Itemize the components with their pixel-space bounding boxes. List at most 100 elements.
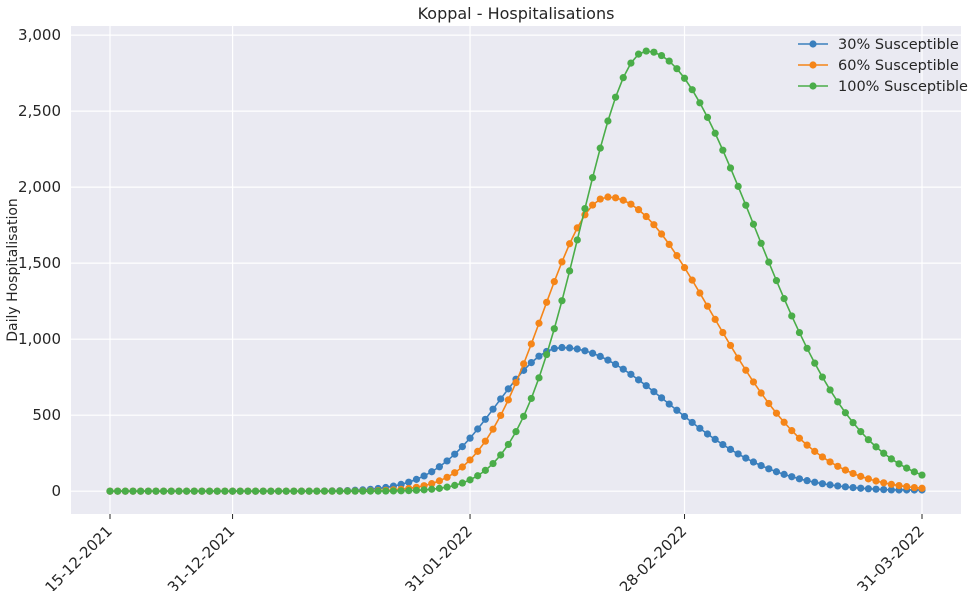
y-tick-label: 2,000 [18, 178, 61, 196]
data-point [872, 443, 880, 451]
data-point [642, 47, 650, 55]
data-point [474, 447, 482, 455]
data-point [834, 482, 842, 490]
legend-marker [809, 82, 817, 90]
data-point [397, 487, 405, 495]
data-point [543, 298, 551, 306]
data-point [428, 468, 436, 476]
data-point [611, 360, 620, 369]
data-point [535, 319, 543, 327]
data-point [703, 430, 712, 438]
data-point [627, 370, 635, 378]
data-point [558, 258, 566, 266]
data-point [665, 57, 673, 65]
data-point [864, 485, 872, 493]
series-100-susceptible [106, 47, 926, 495]
data-point [742, 454, 750, 462]
grid-lines [71, 26, 961, 514]
data-point [872, 485, 880, 493]
data-point [818, 480, 827, 488]
data-point [290, 487, 298, 495]
data-point [489, 425, 497, 433]
data-point [236, 487, 244, 495]
data-point [634, 206, 643, 214]
data-point [458, 442, 466, 451]
data-point [910, 483, 918, 492]
legend-label: 60% Susceptible [838, 58, 959, 74]
y-tick-label: 1,000 [18, 330, 61, 348]
data-point [550, 344, 558, 353]
data-point [849, 469, 857, 478]
data-point [742, 366, 750, 374]
data-point [910, 468, 918, 476]
data-point [803, 477, 811, 485]
data-point [443, 457, 451, 465]
data-point [259, 487, 267, 495]
data-point [451, 450, 459, 458]
legend-item: 30% Susceptible [798, 37, 959, 53]
data-point [282, 487, 290, 495]
data-point [543, 350, 551, 359]
data-point [313, 487, 321, 495]
data-point [765, 465, 773, 473]
data-point [772, 277, 781, 285]
data-point [481, 466, 489, 474]
y-tick-label: 0 [51, 482, 61, 500]
data-point [757, 461, 765, 470]
data-point [573, 345, 581, 353]
data-point [458, 479, 466, 487]
data-point [726, 164, 735, 172]
data-point [864, 436, 872, 444]
data-point [834, 462, 842, 470]
data-point [420, 486, 428, 494]
series-layer [106, 47, 926, 495]
data-point [604, 356, 612, 364]
data-point [703, 113, 712, 121]
data-point [512, 379, 520, 387]
data-point [328, 487, 336, 495]
data-point [857, 472, 865, 480]
data-point [749, 220, 758, 228]
x-tick-label: 31-12-2021 [164, 522, 238, 591]
data-point [389, 487, 398, 495]
data-point [604, 193, 612, 201]
data-point [918, 484, 926, 492]
data-point [811, 478, 819, 486]
data-point [336, 487, 344, 495]
data-point [849, 483, 857, 492]
data-point [152, 487, 160, 495]
data-point [895, 482, 903, 490]
data-point [451, 469, 459, 477]
data-point [642, 382, 650, 390]
data-point [619, 196, 627, 204]
data-point [665, 400, 673, 408]
data-point [688, 86, 696, 94]
data-point [458, 463, 466, 471]
data-point [887, 486, 895, 494]
data-point [680, 74, 689, 82]
plot-background [71, 26, 961, 514]
data-point [903, 483, 911, 491]
data-point [788, 312, 796, 320]
data-point [114, 487, 122, 495]
data-point [435, 477, 443, 485]
data-point [742, 201, 750, 209]
data-point [627, 200, 635, 208]
data-point [297, 487, 306, 495]
data-point [880, 486, 888, 494]
x-tick-label: 28-02-2022 [616, 522, 690, 591]
data-point [887, 480, 895, 488]
data-point [443, 483, 451, 491]
data-point [719, 146, 727, 154]
x-tick-label: 31-03-2022 [853, 522, 927, 591]
data-point [703, 302, 712, 310]
data-point [596, 195, 604, 203]
data-point [872, 477, 880, 485]
data-point [190, 487, 198, 495]
data-point [857, 484, 865, 492]
data-point [604, 117, 612, 125]
data-point [129, 487, 137, 495]
data-point [481, 437, 489, 445]
data-point [857, 428, 865, 436]
data-point [864, 475, 872, 483]
